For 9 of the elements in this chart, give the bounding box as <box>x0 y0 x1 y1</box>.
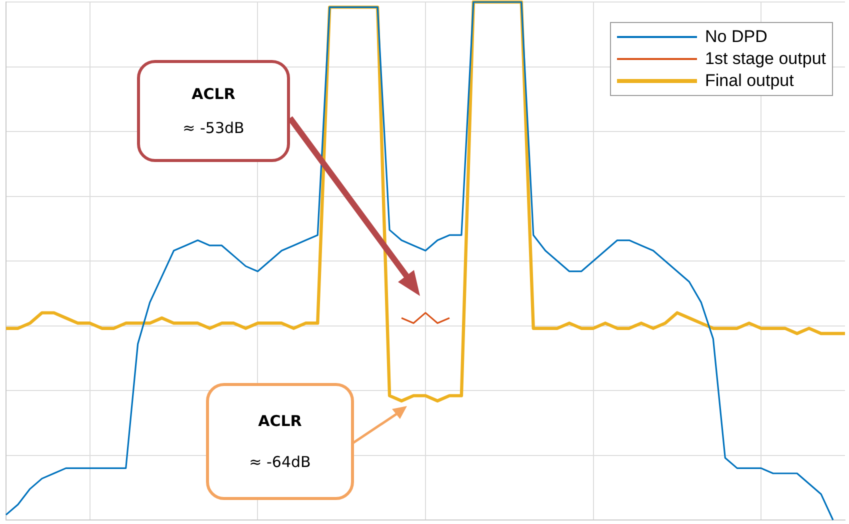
legend-label: Final output <box>705 70 794 92</box>
annotation: ≈ -64dB <box>249 453 311 472</box>
legend-label: 1st stage output <box>705 48 826 70</box>
annotation: ≈ -53dB <box>182 119 244 137</box>
callout-box: ACLR ≈ -64dB <box>206 383 354 500</box>
legend-label: No DPD <box>705 26 768 48</box>
annotation: ACLR <box>258 412 302 430</box>
callout-box: ACLR ≈ -53dB <box>137 60 290 162</box>
annotation: ACLR <box>192 85 236 103</box>
